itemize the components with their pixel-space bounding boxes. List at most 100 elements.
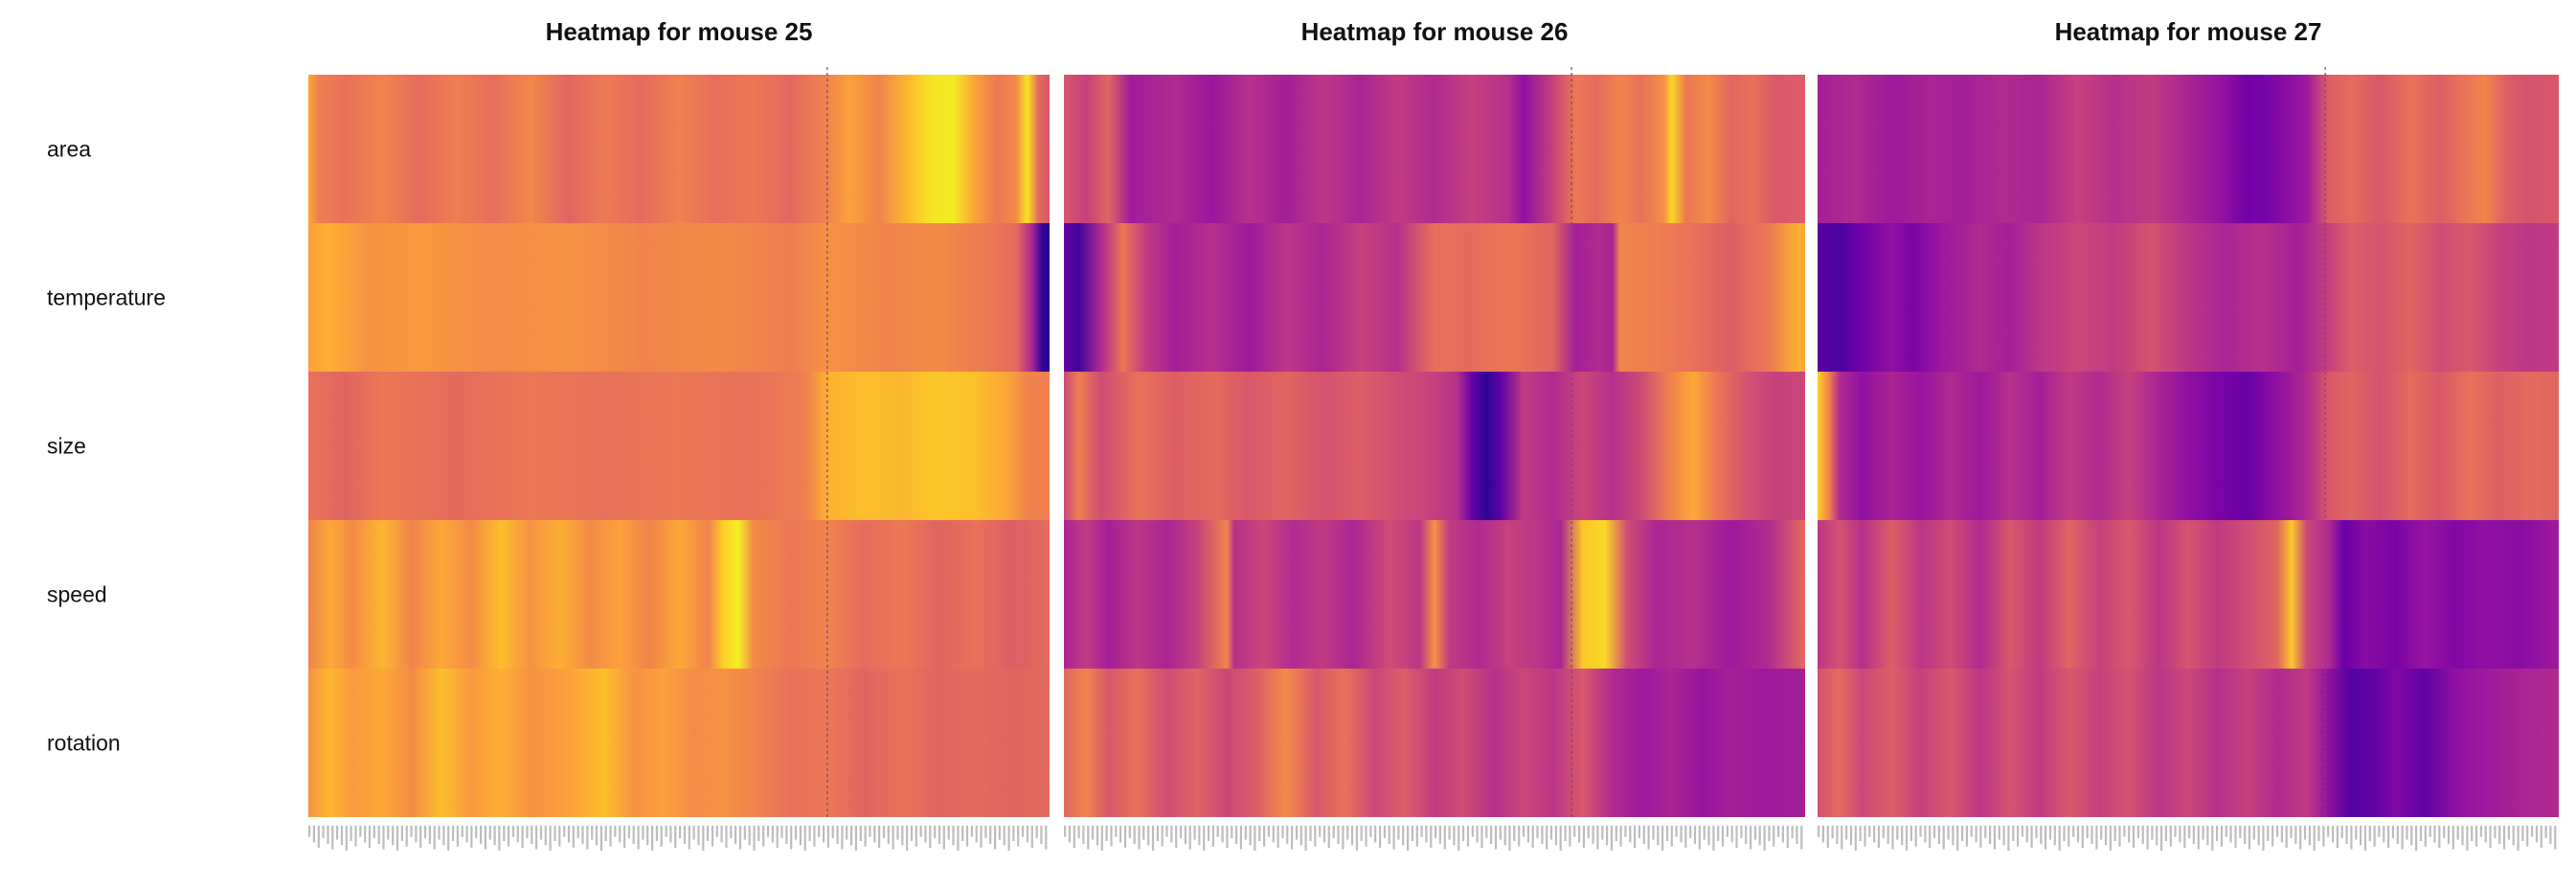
x-tick-label	[934, 826, 937, 839]
x-tick-label	[2438, 826, 2441, 849]
x-tick-label	[1596, 826, 1599, 850]
x-tick-label	[619, 826, 621, 843]
x-tick-label	[498, 826, 501, 851]
x-tick-label	[1703, 826, 1706, 840]
x-tick-label	[790, 826, 793, 850]
x-tick-label	[1231, 826, 1233, 839]
x-tick-label	[679, 826, 682, 839]
x-tick-label	[1277, 826, 1279, 849]
x-tick-label	[2063, 826, 2066, 841]
x-tick-label	[1490, 826, 1493, 844]
x-tick-label	[1849, 826, 1853, 846]
x-tick-label	[576, 826, 579, 839]
x-tick-label	[1569, 826, 1571, 847]
x-tick-label	[1267, 826, 1270, 837]
x-tick-labels	[1818, 826, 2557, 851]
x-tick-label	[1592, 826, 1594, 844]
x-tick-label	[1388, 826, 1390, 844]
x-tick-label	[531, 826, 533, 844]
x-tick-label	[508, 826, 510, 847]
x-tick-label	[2257, 826, 2260, 846]
x-tick-label	[1281, 826, 1284, 839]
x-tick-label	[1554, 826, 1557, 846]
x-tick-label	[2229, 826, 2232, 843]
x-tick-label	[1365, 826, 1367, 847]
heatmap-row-area	[1818, 75, 2559, 223]
x-tick-label	[1970, 826, 1973, 837]
x-tick-label	[1092, 826, 1095, 840]
x-tick-label	[2313, 826, 2316, 851]
x-tick-label	[1877, 826, 1881, 849]
x-tick-label	[2517, 826, 2520, 851]
x-tick-label	[1430, 826, 1433, 849]
x-tick-label	[2280, 826, 2283, 843]
x-tick-label	[423, 826, 427, 839]
x-tick-label	[1119, 826, 1122, 843]
x-tick-label	[1319, 826, 1322, 837]
panel-title: Heatmap for mouse 26	[1301, 17, 1569, 46]
x-tick-label	[1438, 826, 1441, 844]
x-tick-label	[1508, 826, 1511, 851]
x-tick-label	[2433, 826, 2436, 843]
heatmap-row-temperature	[308, 223, 1050, 372]
x-tick-label	[2053, 826, 2056, 846]
x-tick-label	[419, 826, 422, 849]
heatmap-row-speed	[1064, 520, 1805, 669]
x-tick-label	[1327, 826, 1330, 849]
x-tick-label	[2507, 826, 2510, 840]
x-tick-label	[1763, 826, 1766, 851]
x-tick-label	[776, 826, 779, 849]
x-tick-label	[563, 826, 566, 837]
x-tick-label	[961, 826, 964, 841]
x-tick-label	[2479, 826, 2482, 837]
x-tick-label	[1984, 826, 1987, 839]
x-tick-label	[354, 826, 357, 847]
x-tick-label	[1175, 826, 1178, 849]
x-tick-label	[1675, 826, 1678, 837]
x-tick-label	[1750, 826, 1752, 850]
x-tick-label	[1989, 826, 1992, 844]
x-tick-label	[1638, 826, 1640, 839]
x-tick-label	[2406, 826, 2408, 840]
x-tick-label	[1740, 826, 1743, 839]
x-tick-label	[2549, 826, 2552, 844]
x-tick-label	[2285, 826, 2288, 849]
x-tick-label	[2156, 826, 2158, 846]
x-tick-label	[1932, 826, 1936, 839]
x-tick-label	[785, 826, 788, 844]
x-tick-label	[2100, 826, 2103, 840]
x-tick-label	[2360, 826, 2362, 846]
x-tick-label	[669, 826, 672, 843]
x-tick-label	[2206, 826, 2209, 846]
x-tick-label	[1937, 826, 1940, 844]
x-tick-label	[2373, 826, 2376, 847]
x-tick-label	[2244, 826, 2247, 844]
x-tick-label	[975, 826, 978, 843]
x-tick-label	[1138, 826, 1141, 850]
x-tick-label	[1864, 826, 1866, 847]
x-tick-label	[438, 826, 441, 840]
x-tick-label	[1578, 826, 1581, 843]
x-tick-label	[2424, 826, 2427, 847]
heatmap-panel-2: Heatmap for mouse 26	[1064, 17, 1805, 851]
x-tick-label	[1105, 826, 1108, 841]
x-tick-label	[1929, 826, 1932, 849]
x-tick-label	[567, 826, 571, 843]
x-tick-label	[2275, 826, 2279, 837]
x-tick-label	[642, 826, 644, 840]
x-tick-label	[2494, 826, 2497, 839]
x-tick-label	[938, 826, 941, 844]
x-tick-label	[1443, 826, 1446, 850]
x-tick-label	[1821, 826, 1824, 843]
x-tick-label	[1735, 826, 1738, 849]
x-tick-label	[456, 826, 459, 847]
x-tick-label	[539, 826, 543, 840]
x-tick-label	[2183, 826, 2186, 849]
x-tick-label	[2290, 826, 2293, 839]
x-tick-label	[2317, 826, 2320, 841]
x-tick-label	[340, 826, 344, 846]
x-tick-label	[1573, 826, 1576, 837]
x-tick-label	[2030, 826, 2033, 849]
